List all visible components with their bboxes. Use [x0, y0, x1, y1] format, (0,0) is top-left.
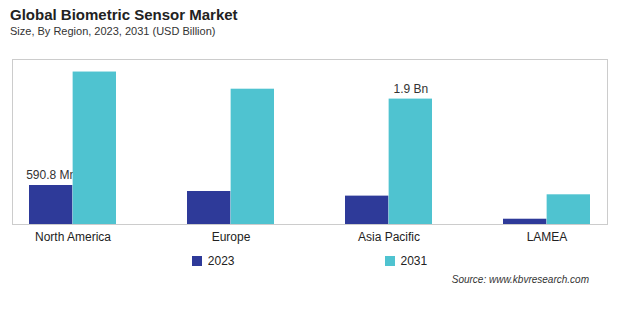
svg-text:LAMEA: LAMEA: [527, 230, 568, 244]
html-text:Source: www.kbvresearch.com: Source: www.kbvresearch.com: [451, 274, 589, 285]
svg-text:North America: North America: [35, 230, 111, 244]
svg-text:590.8 Mn: 590.8 Mn: [26, 168, 76, 182]
html-text:Global Biometric Sensor Market: Global Biometric Sensor Market: [10, 6, 238, 23]
html-text:2031: 2031: [400, 254, 428, 268]
svg-text:Europe: Europe: [212, 230, 251, 244]
html-text:Size, By Region, 2023, 2031 (U: Size, By Region, 2023, 2031 (USD Billion…: [10, 25, 216, 37]
svg-text:1.9 Bn: 1.9 Bn: [393, 82, 428, 96]
html-text:2023: 2023: [207, 254, 235, 268]
svg-text:Asia Pacific: Asia Pacific: [358, 230, 420, 244]
